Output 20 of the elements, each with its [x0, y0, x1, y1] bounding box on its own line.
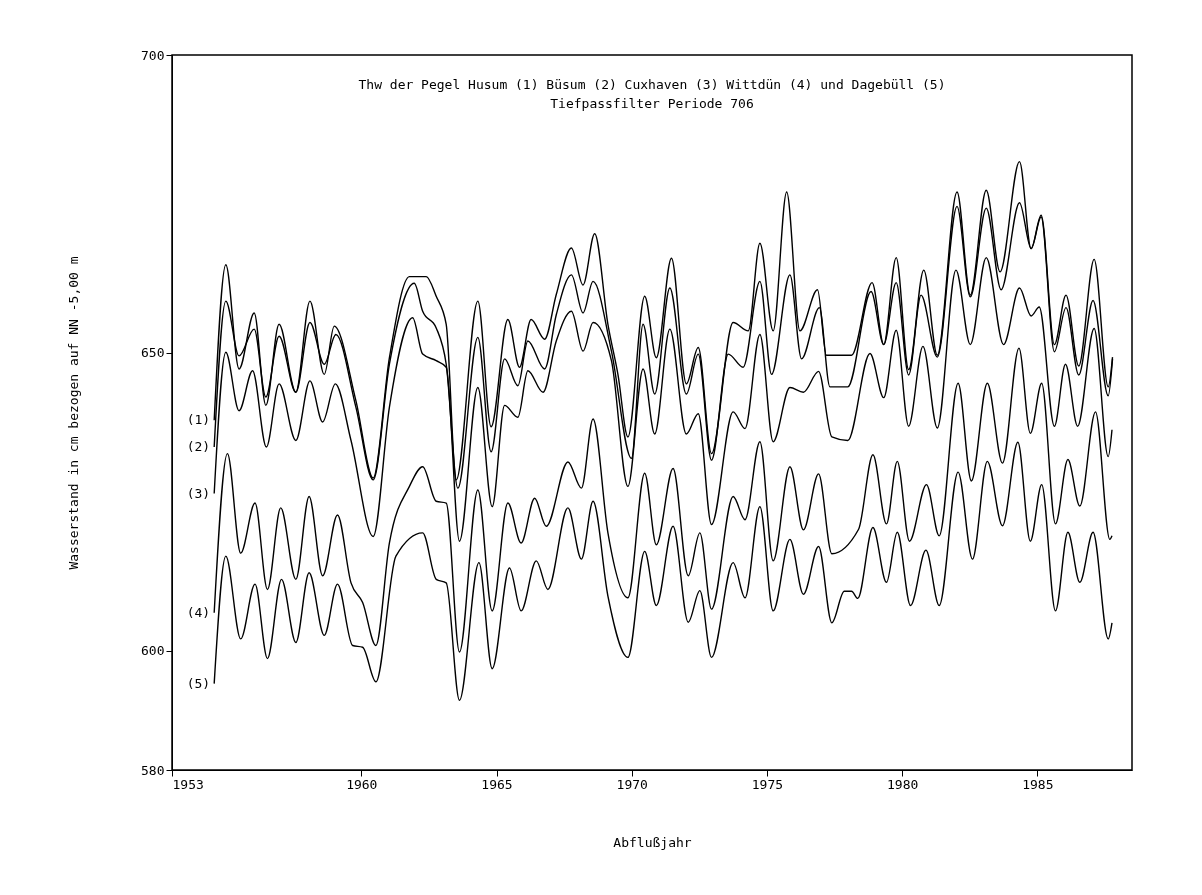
- x-tick-label: 1980: [886, 776, 919, 792]
- series-label: (1): [186, 412, 211, 428]
- series-label: (3): [186, 485, 211, 501]
- x-tick-label: 1975: [751, 776, 784, 792]
- x-tick-label: 1970: [616, 776, 648, 792]
- x-tick-label: 1953: [172, 776, 204, 792]
- y-axis-title: Wasserstand in cm bezogen auf NN -5,00 m: [66, 256, 82, 570]
- text: Thw der Pegel Husum (1) Büsum (2) Cuxhaven (3) Wittdün (4) und Dagebüll (5): [358, 77, 946, 92]
- y-tick-label: 700: [141, 47, 165, 63]
- x-tick-label: 1965: [481, 776, 513, 792]
- y-tick-label: 580: [141, 762, 165, 778]
- x-tick-label: 1960: [346, 776, 378, 792]
- x-axis-title: Abflußjahr: [613, 834, 692, 850]
- series-label: (5): [186, 675, 211, 691]
- series-label: (2): [186, 439, 211, 455]
- y-tick-label: 650: [141, 345, 165, 361]
- x-tick-label: 1985: [1022, 776, 1054, 792]
- y-tick-label: 600: [141, 643, 165, 659]
- text: Tiefpassfilter Periode 706: [550, 96, 754, 111]
- series-label: (4): [186, 604, 211, 620]
